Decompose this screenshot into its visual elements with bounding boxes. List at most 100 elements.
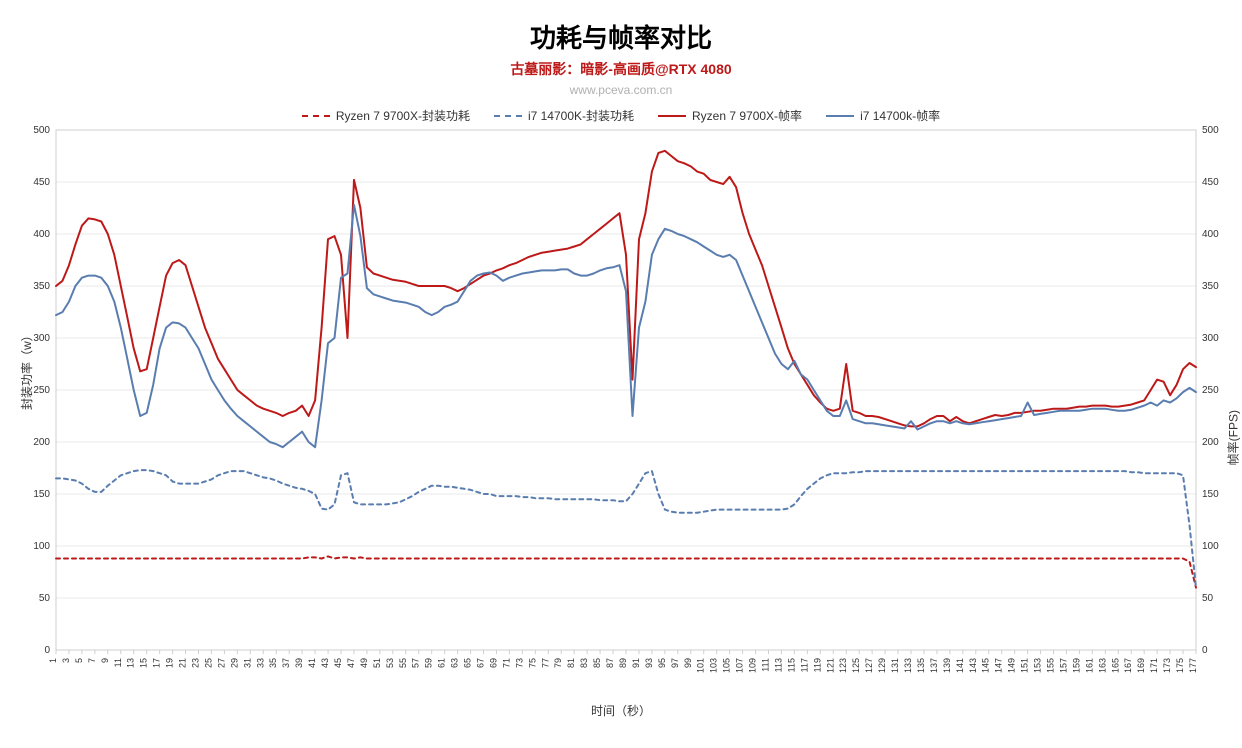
x-tick-label: 97 — [670, 658, 680, 668]
x-tick-label: 131 — [890, 658, 900, 673]
x-tick-label: 33 — [255, 658, 265, 668]
x-tick-label: 37 — [281, 658, 291, 668]
x-tick-label: 25 — [203, 658, 213, 668]
y-right-tick-label: 200 — [1202, 437, 1219, 448]
x-tick-label: 55 — [398, 658, 408, 668]
y-left-tick-label: 500 — [33, 125, 50, 136]
y-left-tick-label: 250 — [33, 385, 50, 396]
legend-swatch — [658, 115, 686, 117]
legend-label: i7 14700K-封装功耗 — [528, 107, 634, 124]
x-tick-label: 177 — [1188, 658, 1198, 673]
x-tick-label: 49 — [359, 658, 369, 668]
x-tick-label: 71 — [501, 658, 511, 668]
y-left-tick-label: 350 — [33, 281, 50, 292]
legend-swatch — [494, 115, 522, 117]
y-left-tick-label: 100 — [33, 541, 50, 552]
y-right-tick-label: 0 — [1202, 645, 1208, 656]
x-tick-label: 115 — [786, 658, 796, 672]
x-tick-label: 79 — [553, 658, 563, 668]
x-tick-label: 175 — [1175, 658, 1185, 673]
x-tick-label: 67 — [476, 658, 486, 668]
x-tick-label: 99 — [683, 658, 693, 668]
y-left-tick-label: 50 — [39, 593, 51, 604]
x-tick-label: 143 — [968, 658, 978, 673]
y-right-tick-label: 300 — [1202, 333, 1219, 344]
x-tick-label: 27 — [216, 658, 226, 668]
x-tick-label: 41 — [307, 658, 317, 668]
x-tick-label: 167 — [1123, 658, 1133, 673]
x-tick-label: 133 — [903, 658, 913, 673]
x-tick-label: 65 — [463, 658, 473, 668]
y-right-tick-label: 400 — [1202, 229, 1219, 240]
y-left-tick-label: 450 — [33, 177, 50, 188]
x-tick-label: 31 — [242, 658, 252, 668]
x-tick-label: 59 — [424, 658, 434, 668]
x-tick-label: 39 — [294, 658, 304, 668]
y-right-tick-label: 350 — [1202, 281, 1219, 292]
x-tick-label: 159 — [1071, 658, 1081, 673]
x-tick-label: 155 — [1046, 658, 1056, 673]
x-tick-label: 85 — [592, 658, 602, 668]
x-tick-label: 141 — [955, 658, 965, 673]
y-left-tick-label: 300 — [33, 333, 50, 344]
x-tick-label: 119 — [812, 658, 822, 672]
x-tick-label: 7 — [87, 658, 97, 663]
y-right-tick-label: 100 — [1202, 541, 1219, 552]
x-tick-label: 129 — [877, 658, 887, 673]
x-tick-label: 45 — [333, 658, 343, 668]
x-tick-label: 51 — [372, 658, 382, 668]
x-tick-label: 17 — [152, 658, 162, 668]
x-tick-label: 5 — [74, 658, 84, 663]
x-tick-label: 111 — [761, 658, 771, 672]
x-tick-label: 165 — [1110, 658, 1120, 673]
x-tick-label: 23 — [191, 658, 201, 668]
x-tick-label: 135 — [916, 658, 926, 673]
x-tick-label: 19 — [165, 658, 175, 668]
legend-label: i7 14700k-帧率 — [860, 107, 940, 124]
x-tick-label: 127 — [864, 658, 874, 673]
chart-watermark: www.pceva.com.cn — [0, 83, 1242, 97]
x-tick-label: 69 — [488, 658, 498, 668]
y-left-tick-label: 150 — [33, 489, 50, 500]
series-line — [56, 556, 1196, 587]
x-tick-label: 13 — [126, 658, 136, 668]
x-tick-label: 61 — [437, 658, 447, 668]
chart-plot-area: 0050501001001501502002002502503003003503… — [1, 124, 1241, 698]
x-tick-label: 77 — [540, 658, 550, 668]
legend-item: Ryzen 7 9700X-封装功耗 — [302, 107, 470, 124]
x-tick-label: 81 — [566, 658, 576, 668]
x-tick-label: 93 — [644, 658, 654, 668]
x-tick-label: 87 — [605, 658, 615, 668]
chart-container: 功耗与帧率对比 古墓丽影：暗影-高画质@RTX 4080 www.pceva.c… — [0, 0, 1242, 748]
x-tick-label: 103 — [709, 658, 719, 673]
x-tick-label: 163 — [1097, 658, 1107, 673]
x-tick-label: 91 — [631, 658, 641, 668]
legend-item: i7 14700k-帧率 — [826, 107, 940, 124]
x-tick-label: 75 — [527, 658, 537, 668]
legend-item: i7 14700K-封装功耗 — [494, 107, 634, 124]
series-line — [56, 205, 1196, 447]
x-tick-label: 169 — [1136, 658, 1146, 673]
y-left-axis-label: 封装功率（w） — [18, 329, 35, 410]
x-axis-label: 时间（秒） — [0, 702, 1242, 719]
x-tick-label: 101 — [696, 658, 706, 673]
x-tick-label: 149 — [1007, 658, 1017, 673]
x-tick-label: 83 — [579, 658, 589, 668]
x-tick-label: 157 — [1058, 658, 1068, 673]
x-tick-label: 15 — [139, 658, 149, 668]
y-right-tick-label: 450 — [1202, 177, 1219, 188]
x-tick-label: 73 — [514, 658, 524, 668]
x-tick-label: 153 — [1033, 658, 1043, 673]
x-tick-label: 63 — [450, 658, 460, 668]
x-tick-label: 125 — [851, 658, 861, 673]
x-tick-label: 3 — [61, 658, 71, 663]
x-tick-label: 147 — [994, 658, 1004, 673]
legend-swatch — [826, 115, 854, 117]
x-tick-label: 171 — [1149, 658, 1159, 673]
chart-legend: Ryzen 7 9700X-封装功耗i7 14700K-封装功耗Ryzen 7 … — [0, 107, 1242, 124]
x-tick-label: 43 — [320, 658, 330, 668]
y-left-tick-label: 200 — [33, 437, 50, 448]
y-left-tick-label: 400 — [33, 229, 50, 240]
x-tick-label: 161 — [1084, 658, 1094, 673]
x-tick-label: 137 — [929, 658, 939, 673]
